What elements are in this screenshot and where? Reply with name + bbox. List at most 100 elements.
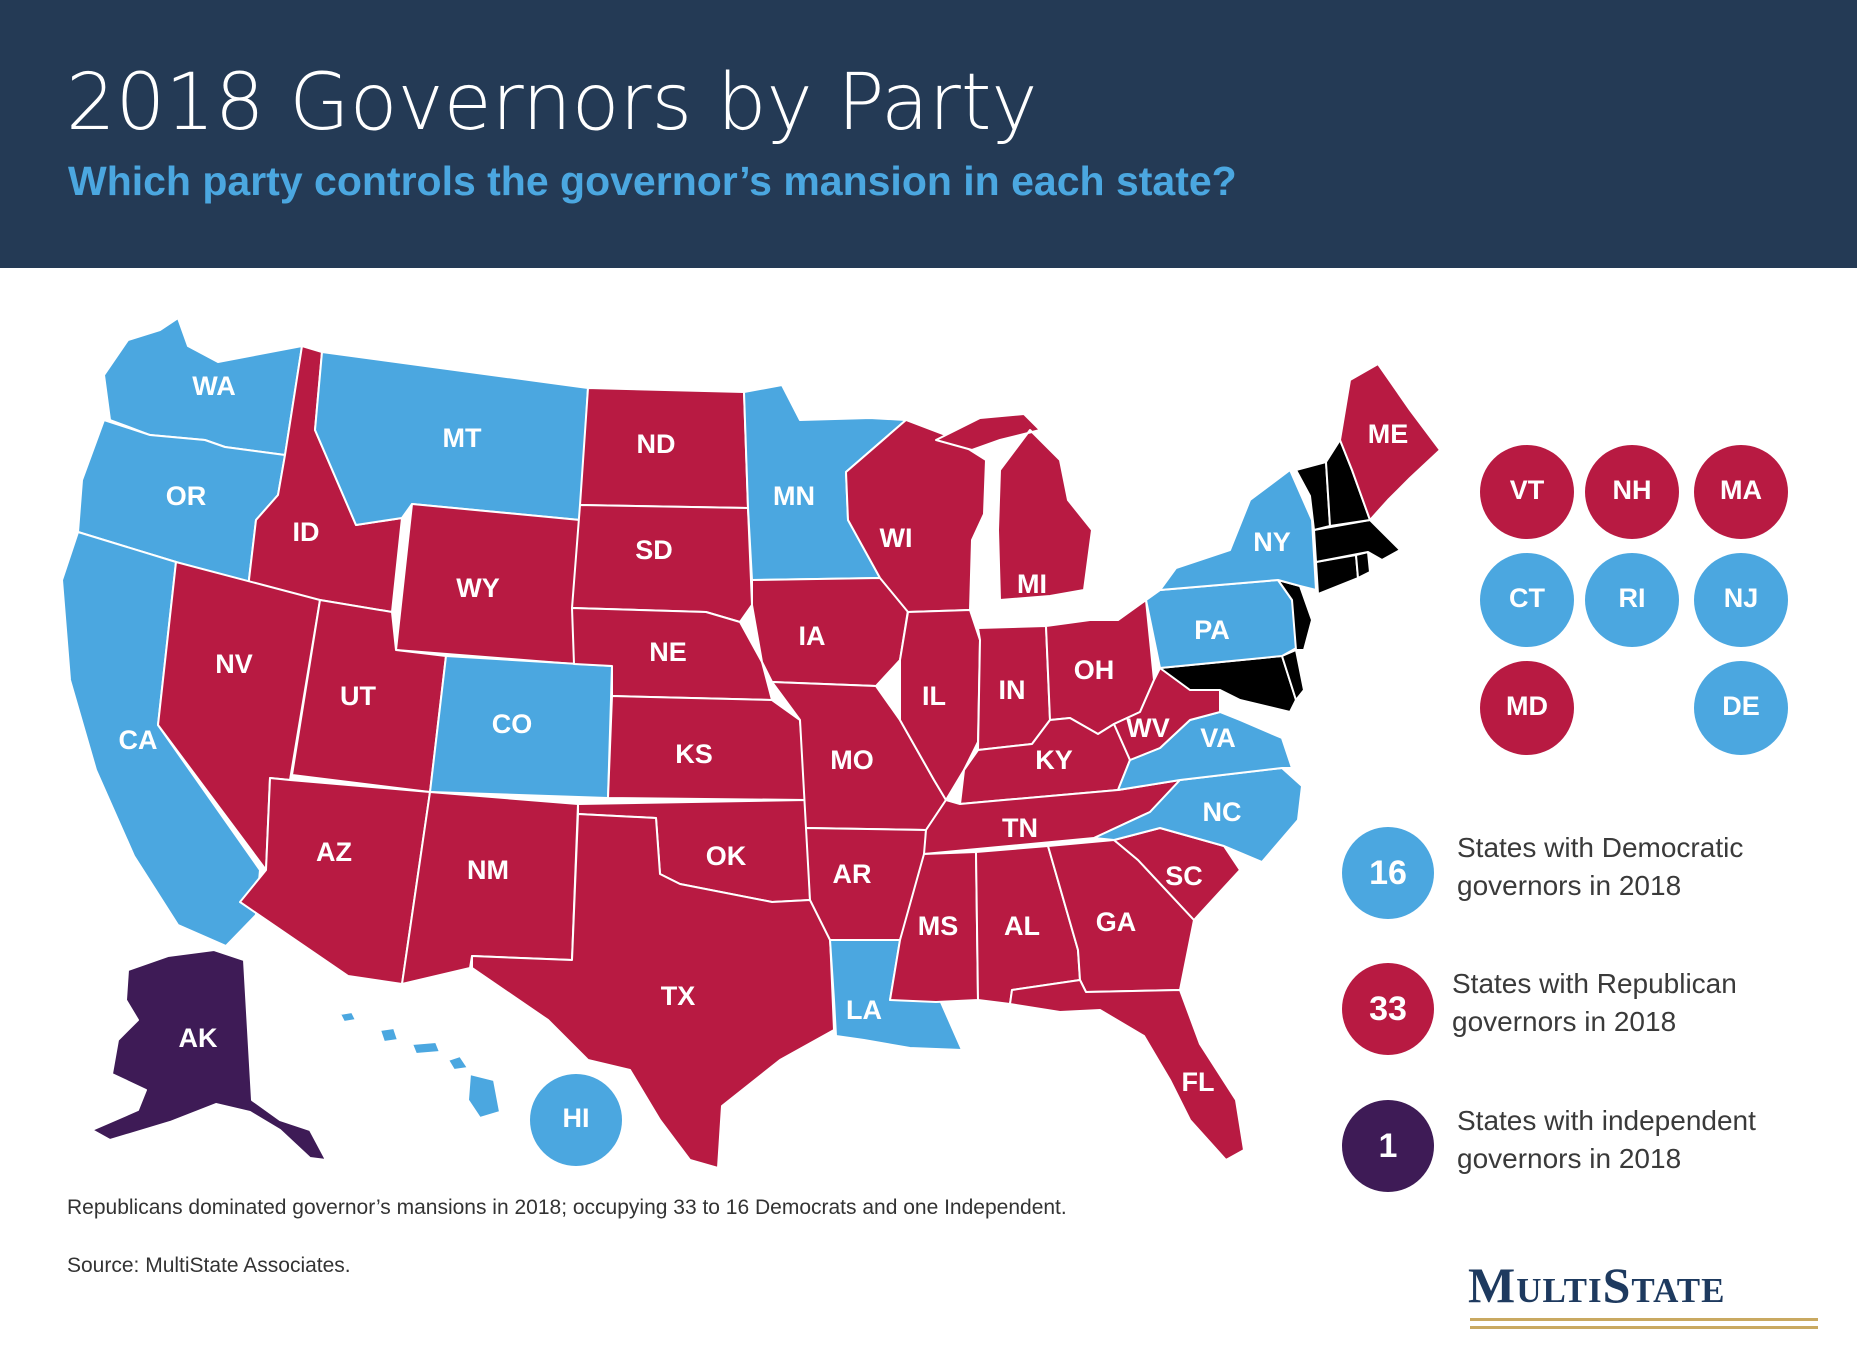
state-label-ny: NY <box>1253 527 1291 557</box>
small-state-label-nh: NH <box>1613 475 1652 505</box>
state-mi[interactable] <box>935 413 1093 601</box>
state-de[interactable] <box>1281 649 1305 701</box>
state-hi[interactable] <box>339 1011 501 1119</box>
small-state-circle-md[interactable] <box>1480 661 1574 755</box>
state-label-sd: SD <box>635 535 673 565</box>
state-il[interactable] <box>899 609 981 801</box>
legend-line2: governors in 2018 <box>1457 870 1682 901</box>
state-label-pa: PA <box>1194 615 1230 645</box>
state-nc[interactable] <box>1093 767 1303 863</box>
state-fl[interactable] <box>1009 979 1245 1161</box>
small-state-label-vt: VT <box>1510 475 1545 505</box>
state-label-wa: WA <box>192 371 236 401</box>
legend-count-democratic: 16 <box>1342 827 1434 919</box>
state-label-nc: NC <box>1203 797 1242 827</box>
page-title: 2018 Governors by Party <box>66 58 1038 148</box>
state-label-sc: SC <box>1165 861 1203 891</box>
state-label-ar: AR <box>833 859 872 889</box>
multistate-logo: MultiState <box>1468 1256 1820 1336</box>
legend-count-independent: 1 <box>1342 1100 1434 1192</box>
small-state-circle-nj[interactable] <box>1694 553 1788 647</box>
footnote: Republicans dominated governor’s mansion… <box>67 1196 1067 1219</box>
legend-text-democratic: States with Democratic governors in 2018 <box>1457 829 1817 905</box>
small-state-label-ma: MA <box>1720 475 1762 505</box>
legend-line2: governors in 2018 <box>1452 1006 1677 1037</box>
small-state-circle-vt[interactable] <box>1480 445 1574 539</box>
small-state-label-de: DE <box>1722 691 1760 721</box>
state-label-id: ID <box>293 517 320 547</box>
state-label-nd: ND <box>637 429 676 459</box>
state-label-ne: NE <box>649 637 687 667</box>
legend-independent: 1 States with independent governors in 2… <box>1342 1100 1822 1200</box>
small-state-circle-ct[interactable] <box>1480 553 1574 647</box>
state-label-nv: NV <box>215 649 253 679</box>
small-state-circle-ri[interactable] <box>1585 553 1679 647</box>
state-label-wy: WY <box>456 573 500 603</box>
state-ny[interactable] <box>1159 469 1317 591</box>
state-label-wv: WV <box>1126 713 1170 743</box>
state-me[interactable] <box>1339 363 1441 521</box>
legend-line1: States with independent <box>1457 1105 1756 1136</box>
state-label-or: OR <box>166 481 207 511</box>
state-label-ut: UT <box>340 681 376 711</box>
small-state-circle-de[interactable] <box>1694 661 1788 755</box>
legend-text-republican: States with Republican governors in 2018 <box>1452 965 1812 1041</box>
state-label-mi: MI <box>1017 569 1047 599</box>
state-label-il: IL <box>922 681 946 711</box>
state-label-fl: FL <box>1182 1067 1215 1097</box>
us-governors-map: WA OR CA ID NV MT WY UT AZ CO NM ND SD N… <box>61 317 1788 1169</box>
state-label-in: IN <box>999 675 1026 705</box>
small-state-label-ri: RI <box>1619 583 1646 613</box>
state-label-oh: OH <box>1074 655 1115 685</box>
logo-rule-top <box>1470 1318 1818 1321</box>
small-state-label-md: MD <box>1506 691 1548 721</box>
legend-line1: States with Republican <box>1452 968 1737 999</box>
header-banner: 2018 Governors by Party Which party cont… <box>0 0 1857 268</box>
logo-rule-bottom <box>1470 1326 1818 1329</box>
legend-republican: 33 States with Republican governors in 2… <box>1342 963 1822 1063</box>
legend-line2: governors in 2018 <box>1457 1143 1682 1174</box>
state-label-wi: WI <box>880 523 913 553</box>
state-label-hi: HI <box>563 1103 590 1133</box>
state-label-ia: IA <box>799 621 826 651</box>
state-label-ca: CA <box>119 725 158 755</box>
legend-text-independent: States with independent governors in 201… <box>1457 1102 1817 1178</box>
state-label-ks: KS <box>675 739 713 769</box>
state-ak[interactable] <box>91 949 327 1161</box>
state-ia[interactable] <box>751 577 909 687</box>
small-state-circle-nh[interactable] <box>1585 445 1679 539</box>
state-label-tn: TN <box>1002 813 1038 843</box>
state-label-la: LA <box>846 995 882 1025</box>
state-az[interactable] <box>239 777 431 985</box>
state-wi[interactable] <box>845 419 987 613</box>
state-label-ga: GA <box>1096 907 1137 937</box>
legend-line1: States with Democratic <box>1457 832 1744 863</box>
state-label-mo: MO <box>830 745 874 775</box>
legend-count-republican: 33 <box>1342 963 1434 1055</box>
state-label-mn: MN <box>773 481 815 511</box>
source-note: Source: MultiState Associates. <box>67 1254 351 1277</box>
state-ma[interactable] <box>1313 519 1401 563</box>
state-label-ms: MS <box>918 911 959 941</box>
state-tx[interactable] <box>471 813 835 1169</box>
state-label-tx: TX <box>661 981 696 1011</box>
state-label-co: CO <box>492 709 533 739</box>
small-state-label-nj: NJ <box>1724 583 1759 613</box>
state-label-me: ME <box>1368 419 1409 449</box>
small-state-circle-ma[interactable] <box>1694 445 1788 539</box>
state-label-ak: AK <box>179 1023 218 1053</box>
state-label-ky: KY <box>1035 745 1073 775</box>
legend-democratic: 16 States with Democratic governors in 2… <box>1342 827 1822 927</box>
state-label-va: VA <box>1200 723 1236 753</box>
state-label-al: AL <box>1004 911 1040 941</box>
state-label-nm: NM <box>467 855 509 885</box>
page-subtitle: Which party controls the governor’s mans… <box>68 158 1237 204</box>
state-label-az: AZ <box>316 837 352 867</box>
hi-label-circle <box>530 1074 622 1166</box>
logo-wordmark: MultiState <box>1468 1257 1726 1313</box>
state-label-ok: OK <box>706 841 747 871</box>
state-vt[interactable] <box>1295 461 1331 531</box>
state-ri[interactable] <box>1355 551 1371 579</box>
small-state-label-ct: CT <box>1509 583 1545 613</box>
state-nm[interactable] <box>401 791 579 985</box>
